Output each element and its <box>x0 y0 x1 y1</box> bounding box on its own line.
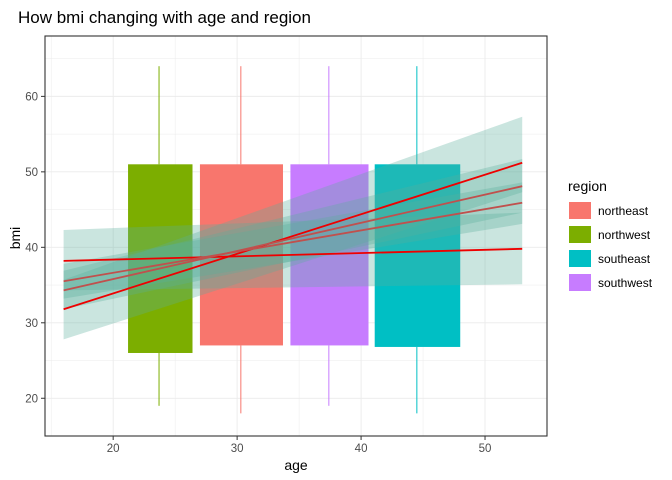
box-body <box>374 164 461 347</box>
confidence-band-2 <box>63 212 523 291</box>
x-tick-label: 40 <box>355 443 368 455</box>
y-tick-label: 40 <box>25 242 38 254</box>
panel-border <box>44 35 548 437</box>
legend-swatch <box>569 274 591 291</box>
legend-swatch <box>569 202 591 219</box>
trend-line-1 <box>63 161 523 311</box>
legend-label: northeast <box>598 204 649 218</box>
chart-title: How bmi changing with age and region <box>18 8 311 27</box>
confidence-band-1 <box>63 116 523 340</box>
trend-line-3 <box>63 185 523 292</box>
box-southeast <box>374 66 461 414</box>
legend-item-southwest: southwest <box>569 274 653 291</box>
x-tick-label: 20 <box>107 443 120 455</box>
y-tick-label: 60 <box>25 91 38 103</box>
legend-label: southeast <box>598 252 651 266</box>
y-tick-label: 30 <box>25 318 38 330</box>
legend-item-northwest: northwest <box>569 226 651 243</box>
trend-line-4 <box>63 201 523 283</box>
axes: 20 30 40 50 20 30 40 50 60 <box>25 91 491 455</box>
legend-swatch <box>569 250 591 267</box>
legend-label: southwest <box>598 276 653 290</box>
legend: region northeast northwest southeast southw… <box>568 178 653 291</box>
trend-lines <box>63 161 523 311</box>
y-tick-label: 50 <box>25 167 38 179</box>
legend-label: northwest <box>598 228 651 242</box>
trend-line-2 <box>63 247 523 262</box>
legend-item-southeast: southeast <box>569 250 651 267</box>
x-axis-label: age <box>284 457 308 473</box>
x-tick-label: 30 <box>231 443 244 455</box>
y-axis-label: bmi <box>7 227 23 250</box>
legend-title: region <box>568 178 607 194</box>
legend-item-northeast: northeast <box>569 202 649 219</box>
y-tick-label: 20 <box>25 393 38 405</box>
x-tick-label: 50 <box>479 443 492 455</box>
legend-swatch <box>569 226 591 243</box>
